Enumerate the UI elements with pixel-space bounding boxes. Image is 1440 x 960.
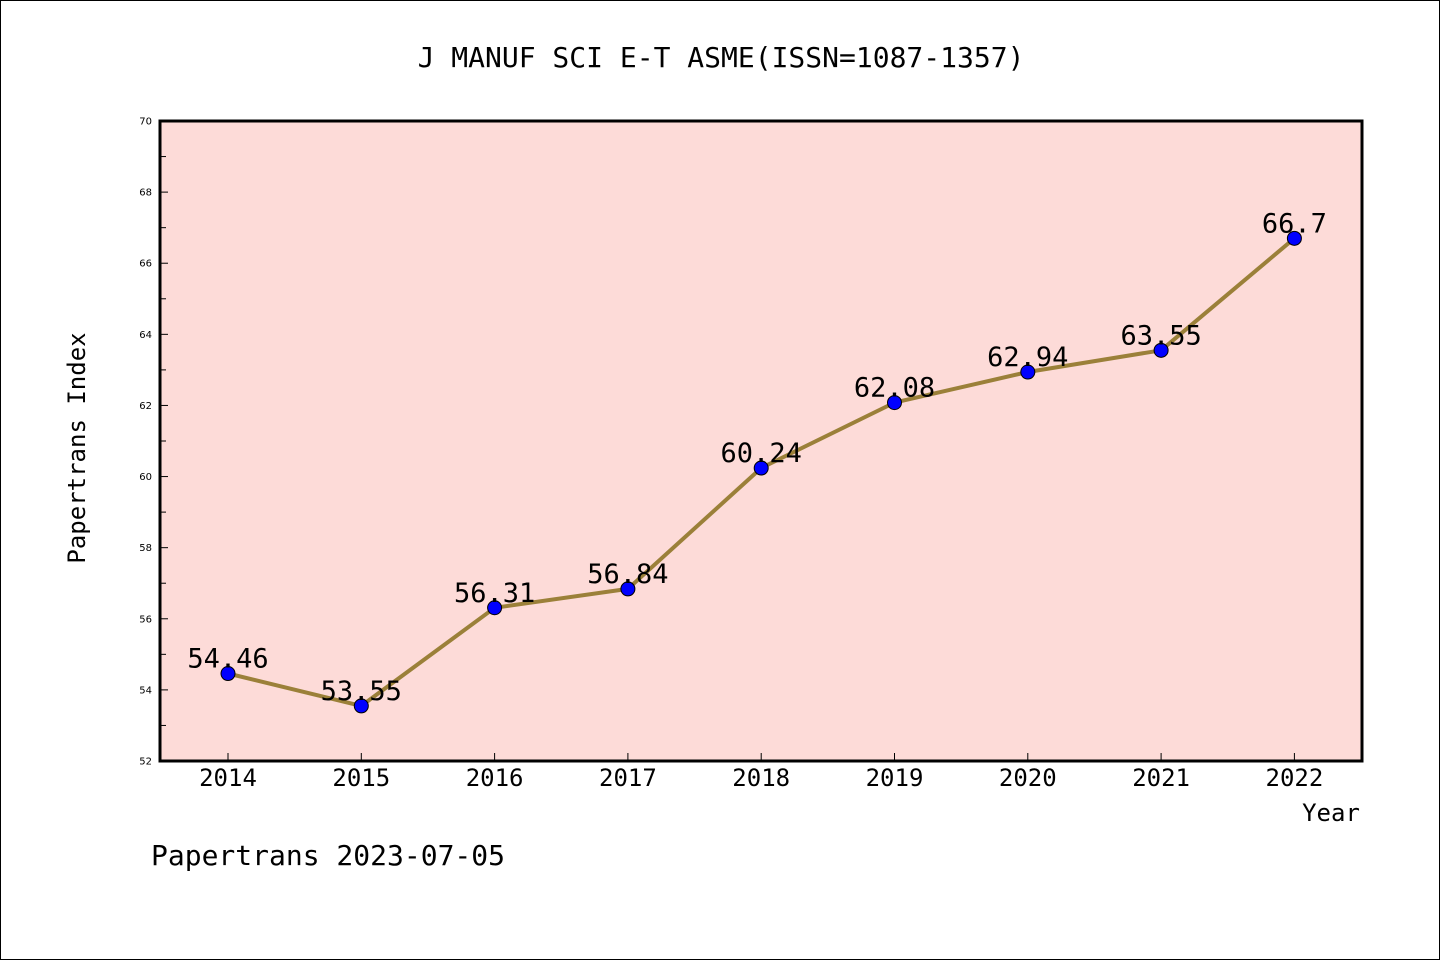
x-tick-label: 2022	[1266, 764, 1324, 792]
data-label: 66.7	[1262, 208, 1327, 239]
data-point	[887, 395, 902, 411]
y-tick-label: 64	[139, 330, 152, 341]
y-tick-label: 70	[139, 117, 152, 128]
data-markers	[220, 230, 1302, 714]
footer-credit: Papertrans 2023-07-05	[151, 839, 505, 872]
y-tick-label: 54	[139, 685, 152, 696]
data-label: 60.24	[721, 438, 802, 469]
data-point	[620, 581, 636, 597]
x-tick-label: 2017	[599, 764, 657, 792]
data-point	[753, 460, 769, 476]
x-tick-label: 2015	[332, 764, 390, 792]
data-label: 54.46	[187, 644, 268, 675]
y-tick-label: 62	[139, 401, 152, 412]
data-label: 62.94	[987, 342, 1068, 373]
data-label: 56.31	[454, 578, 535, 609]
data-label: 56.84	[587, 559, 668, 590]
data-label: 53.55	[321, 676, 402, 707]
x-axis-ticks: 2014 2015 2016 2017 2018 2019 2020 2021 2022	[199, 753, 1323, 792]
data-label: 63.55	[1120, 320, 1201, 351]
x-tick-label: 2020	[999, 764, 1057, 792]
x-tick-label: 2016	[466, 764, 524, 792]
x-tick-label: 2018	[732, 764, 790, 792]
data-point	[1286, 230, 1302, 246]
chart-title: J MANUF SCI E-T ASME(ISSN=1087-1357)	[418, 41, 1025, 74]
y-tick-label: 66	[139, 259, 152, 270]
data-labels: 54.46 53.55 56.31 56.84 60.24 62.08 62.94 63.55…	[187, 208, 1327, 707]
plot-border	[158, 119, 1364, 763]
y-tick-label: 52	[139, 757, 152, 768]
data-point	[1153, 342, 1169, 358]
x-tick-label: 2019	[866, 764, 924, 792]
y-tick-label: 58	[139, 543, 152, 554]
y-axis-label: Papertrans Index	[63, 332, 91, 563]
data-point	[220, 666, 236, 682]
y-tick-label: 68	[139, 188, 152, 199]
x-axis-label: Year	[1302, 799, 1360, 827]
y-tick-label: 56	[139, 614, 152, 625]
data-point	[1020, 364, 1036, 380]
data-point	[353, 698, 369, 714]
data-label: 62.08	[854, 373, 935, 404]
x-tick-label: 2014	[199, 764, 257, 792]
y-tick-label: 60	[139, 472, 152, 483]
plot-area	[160, 121, 1362, 761]
x-tick-label: 2021	[1132, 764, 1190, 792]
data-point	[487, 600, 503, 616]
